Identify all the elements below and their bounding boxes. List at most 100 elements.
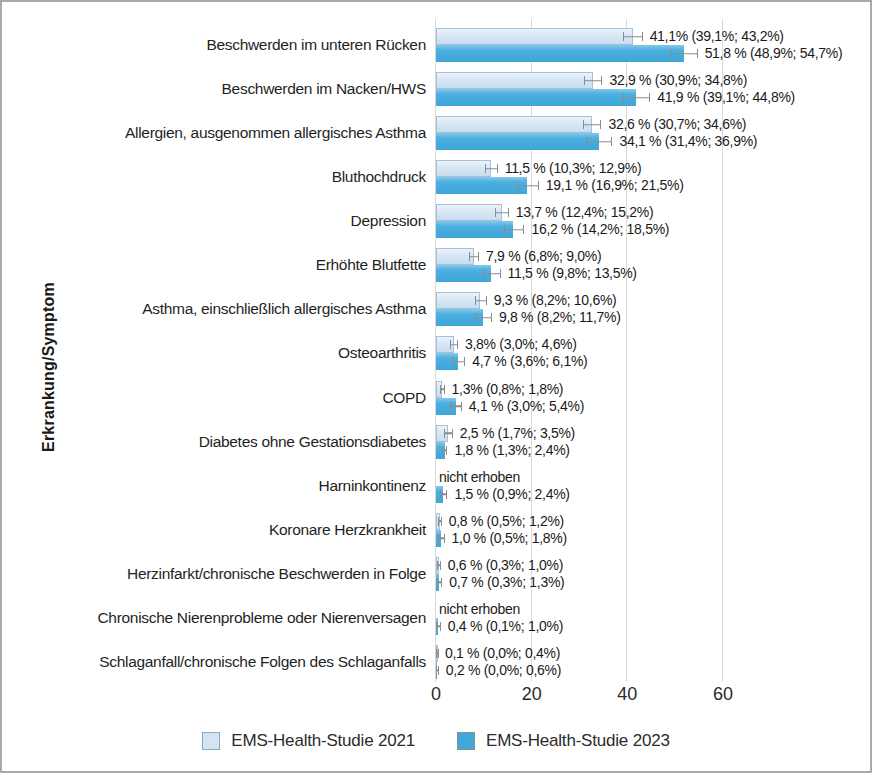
error-bar-line (439, 538, 443, 540)
value-label: 1,5 % (0,9%; 2,4%) (454, 486, 569, 503)
error-bar (475, 313, 492, 322)
error-bar-line (624, 36, 642, 38)
error-bar (437, 561, 440, 570)
error-bar-line (438, 565, 439, 567)
category-label: Herzinfarkt/chronische Beschwerden in Fo… (2, 564, 426, 584)
legend-label-2023: EMS-Health-Studie 2023 (486, 731, 670, 751)
error-bar (469, 252, 480, 261)
error-bar (438, 517, 441, 526)
bar-2021 (436, 292, 480, 309)
x-tick-label-60: 60 (713, 684, 733, 705)
error-bar (584, 76, 603, 85)
error-bar (485, 164, 497, 173)
value-label: 9,3 % (8,2%; 10,6%) (494, 292, 617, 309)
value-label: 41,1% (39,1%; 43,2%) (650, 28, 784, 45)
value-label: 1,0 % (0,5%; 1,8%) (452, 530, 567, 547)
value-label: 0,8 % (0,5%; 1,2%) (449, 513, 564, 530)
value-label: 13,7 % (12,4%; 15,2%) (516, 204, 654, 221)
error-bar (517, 181, 539, 190)
error-bar-line (443, 449, 446, 451)
bar-2023 (436, 133, 599, 150)
x-tick-label-20: 20 (522, 684, 542, 705)
category-label: Beschwerden im unteren Rücken (2, 35, 426, 55)
value-label: 4,1 % (3,0%; 5,4%) (469, 398, 584, 415)
value-label: 0,1 % (0,0%; 0,4%) (445, 645, 560, 662)
error-bar (440, 490, 447, 499)
category-label: Koronare Herzkrankheit (2, 520, 426, 540)
error-bar-line (441, 493, 446, 495)
legend: EMS-Health-Studie 2021 EMS-Health-Studie… (2, 731, 870, 751)
bar-2021 (436, 116, 592, 133)
error-bar-line (505, 229, 524, 231)
error-bar (623, 93, 650, 102)
not-collected-label: nicht erhoben (439, 469, 520, 486)
error-bar-line (454, 361, 464, 363)
category-label: Osteoarthritis (2, 343, 426, 363)
error-bar-line (587, 141, 611, 143)
error-bar (444, 429, 453, 438)
category-label: COPD (2, 388, 426, 408)
value-label: 32,6 % (30,7%; 34,6%) (608, 116, 746, 133)
error-bar (483, 269, 501, 278)
value-label: 0,6 % (0,3%; 1,0%) (448, 557, 563, 574)
error-bar-line (584, 124, 601, 126)
legend-item-2023: EMS-Health-Studie 2023 (457, 731, 670, 751)
error-bar-line (438, 582, 441, 584)
error-bar-line (624, 97, 649, 99)
error-bar (623, 32, 643, 41)
not-collected-label: nicht erhoben (439, 601, 520, 618)
error-bar (583, 120, 602, 129)
error-bar-line (496, 212, 507, 214)
category-label: Depression (2, 211, 426, 231)
error-bar-line (445, 432, 452, 434)
error-bar-line (437, 670, 438, 672)
value-label: 19,1 % (16,9%; 21,5%) (546, 177, 684, 194)
x-tick-label-0: 0 (431, 684, 441, 705)
error-bar (436, 666, 439, 675)
error-bar-line (476, 300, 485, 302)
error-bar-line (451, 405, 460, 407)
value-label: 9,8 % (8,2%; 11,7%) (499, 309, 621, 326)
error-bar (450, 402, 461, 411)
error-bar (436, 649, 439, 658)
bar-2021 (436, 28, 633, 45)
error-bar-line (437, 653, 438, 655)
error-bar-line (439, 521, 440, 523)
bar-2021 (436, 204, 502, 221)
value-label: 4,7 % (3,6%; 6,1%) (472, 353, 587, 370)
value-label: 51,8 % (48,9%; 54,7%) (705, 45, 843, 62)
value-label: 34,1 % (31,4%; 36,9%) (619, 133, 757, 150)
error-bar (475, 296, 486, 305)
error-bar (438, 534, 444, 543)
value-label: 41,9 % (39,1%; 44,8%) (657, 89, 795, 106)
bar-2023 (436, 221, 513, 238)
error-bar-line (518, 185, 538, 187)
bar-2021 (436, 72, 593, 89)
error-bar (495, 208, 508, 217)
x-tick-label-40: 40 (617, 684, 637, 705)
error-bar-line (484, 273, 500, 275)
bar-2023 (436, 45, 684, 62)
value-label: 11,5 % (10,3%; 12,9%) (505, 160, 642, 177)
value-label: 1,3% (0,8%; 1,8%) (452, 381, 564, 398)
legend-swatch-2021 (202, 732, 220, 750)
value-label: 2,5 % (1,7%; 3,5%) (460, 425, 575, 442)
error-bar (586, 137, 612, 146)
chart-figure: Erkrankung/Symptom Beschwerden im untere… (0, 0, 872, 773)
error-bar (453, 357, 465, 366)
legend-swatch-2023 (457, 732, 475, 750)
error-bar-line (671, 53, 697, 55)
value-label: 11,5 % (9,8%; 13,5%) (508, 265, 637, 282)
category-label: Beschwerden im Nacken/HWS (2, 79, 426, 99)
category-label: Allergien, ausgenommen allergisches Asth… (2, 123, 426, 143)
error-bar-line (470, 256, 479, 258)
value-label: 0,4 % (0,1%; 1,0%) (448, 618, 563, 635)
value-label: 7,9 % (6,8%; 9,0%) (486, 248, 601, 265)
value-label: 16,2 % (14,2%; 18,5%) (531, 221, 669, 238)
legend-item-2021: EMS-Health-Studie 2021 (202, 731, 415, 751)
error-bar (670, 49, 698, 58)
value-label: 0,7 % (0,3%; 1,3%) (449, 574, 564, 591)
error-bar (436, 622, 440, 631)
error-bar (437, 578, 442, 587)
error-bar-line (486, 168, 496, 170)
